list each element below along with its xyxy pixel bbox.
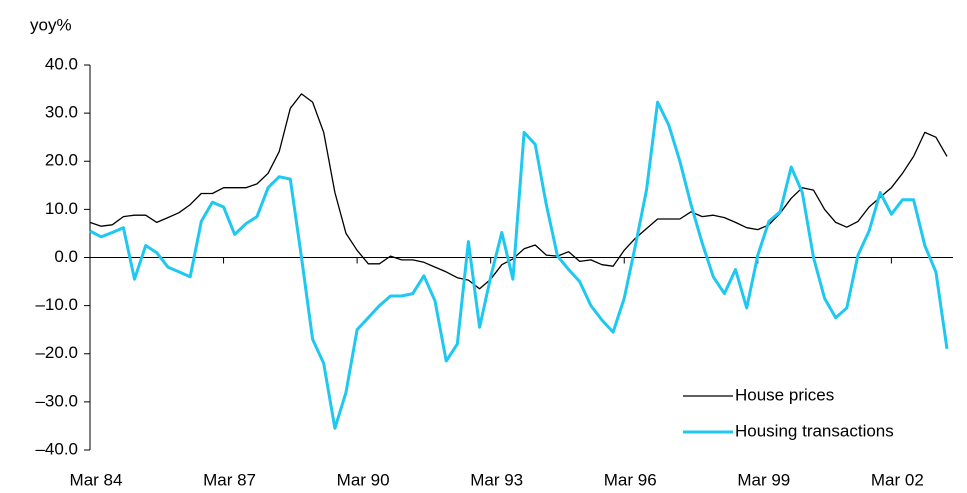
- y-tick-label: 40.0: [45, 54, 78, 73]
- x-tick-label: Mar 90: [337, 470, 390, 489]
- series-line: [89, 100, 949, 430]
- x-tick-label: Mar 96: [604, 470, 657, 489]
- y-tick-label: 30.0: [45, 103, 78, 122]
- legend-label: House prices: [735, 385, 834, 404]
- x-tick-label: Mar 87: [203, 470, 256, 489]
- y-axis-label: yoy%: [30, 15, 72, 34]
- y-tick-label: –30.0: [35, 391, 78, 410]
- series-line: [89, 93, 948, 290]
- y-tick-label: 20.0: [45, 151, 78, 170]
- x-tick-label: Mar 99: [737, 470, 790, 489]
- y-tick-label: 0.0: [54, 247, 78, 266]
- x-tick-label: Mar 84: [70, 470, 123, 489]
- legend-label: Housing transactions: [735, 421, 894, 440]
- y-tick-label: –20.0: [35, 343, 78, 362]
- x-tick-label: Mar 93: [470, 470, 523, 489]
- x-tick-label: Mar 02: [871, 470, 924, 489]
- y-tick-label: –10.0: [35, 295, 78, 314]
- y-tick-label: 10.0: [45, 199, 78, 218]
- y-tick-label: –40.0: [35, 439, 78, 458]
